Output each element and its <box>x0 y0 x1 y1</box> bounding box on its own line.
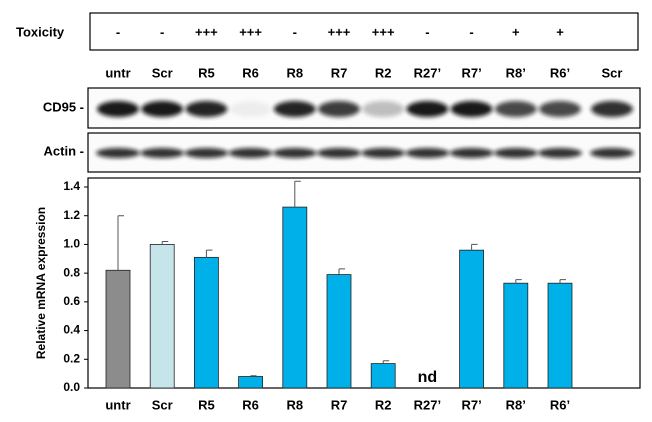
blot-row-label: Actin - <box>44 143 84 158</box>
lane-label: R8’ <box>506 65 526 80</box>
toxicity-label: Toxicity <box>16 24 65 39</box>
cd95-band <box>318 101 360 117</box>
toxicity-value: + <box>512 24 520 39</box>
toxicity-value: - <box>425 24 429 39</box>
x-tick-label: R7’ <box>461 397 481 412</box>
error-bar <box>471 243 478 251</box>
error-bar <box>117 215 124 271</box>
cd95-band <box>97 101 139 117</box>
toxicity-value: - <box>293 24 297 39</box>
toxicity-value: - <box>160 24 164 39</box>
bar <box>370 363 396 389</box>
actin-band <box>361 148 406 158</box>
error-bar <box>161 241 169 245</box>
actin-band <box>449 148 494 158</box>
x-tick-label: untr <box>105 397 130 412</box>
actin-band <box>317 148 361 158</box>
lane-label: Scr <box>602 65 623 80</box>
actin-band <box>228 148 273 158</box>
actin-band <box>590 148 634 158</box>
cd95-band <box>229 101 272 117</box>
y-axis-label: Relative mRNA expression <box>34 207 48 359</box>
lane-label: R7 <box>331 65 348 80</box>
cd95-band <box>450 101 493 117</box>
lane-label: R5 <box>198 65 215 80</box>
bar <box>238 376 264 389</box>
actin-band <box>493 148 538 158</box>
lane-label: R2 <box>375 65 392 80</box>
cd95-band <box>185 101 228 117</box>
plot-frame <box>87 177 641 389</box>
actin-band <box>184 148 229 158</box>
toxicity-value: - <box>469 24 473 39</box>
error-bar <box>338 268 345 275</box>
toxicity-value: - <box>116 24 120 39</box>
y-tick-label: 0.0 <box>63 380 80 394</box>
toxicity-value: +++ <box>195 24 218 39</box>
y-tick-label: 1.2 <box>63 208 80 222</box>
x-tick-label: R5 <box>198 397 215 412</box>
y-tick-label: 0.6 <box>63 294 80 308</box>
bar <box>326 274 352 389</box>
bar <box>149 244 175 389</box>
toxicity-value: + <box>556 24 564 39</box>
lane-label: R27’ <box>414 65 441 80</box>
actin-band <box>272 148 317 158</box>
lane-label: untr <box>105 65 130 80</box>
error-bar <box>382 360 390 364</box>
x-tick-label: R7 <box>331 397 348 412</box>
x-tick-label: Scr <box>152 397 173 412</box>
lane-label: R8 <box>286 65 303 80</box>
lane-label: R7’ <box>461 65 481 80</box>
y-tick-label: 0.4 <box>63 323 80 337</box>
x-tick-label: R2 <box>375 397 392 412</box>
x-tick-label: R6 <box>242 397 259 412</box>
actin-band <box>96 148 140 158</box>
lane-label: R6’ <box>550 65 570 80</box>
error-bar <box>515 279 522 284</box>
cd95-band <box>494 101 537 117</box>
x-tick-label: R8’ <box>506 397 526 412</box>
cd95-band <box>591 101 633 117</box>
actin-band <box>538 148 582 158</box>
y-tick-label: 0.2 <box>63 351 80 365</box>
bar <box>459 249 485 389</box>
lane-label: R6 <box>242 65 259 80</box>
error-bar <box>294 180 301 208</box>
toxicity-value: +++ <box>372 24 395 39</box>
bar <box>547 282 573 389</box>
actin-band <box>405 148 450 158</box>
bar <box>193 256 219 389</box>
toxicity-box <box>89 12 639 51</box>
cd95-band <box>362 101 405 117</box>
y-tick-label: 0.8 <box>63 265 80 279</box>
y-tick-label: 1.0 <box>63 237 80 251</box>
toxicity-value: +++ <box>239 24 262 39</box>
x-tick-label: R6’ <box>550 397 570 412</box>
error-bar <box>205 249 213 258</box>
y-tick-label: 1.4 <box>63 179 80 193</box>
bar <box>282 206 308 389</box>
toxicity-value: +++ <box>328 24 351 39</box>
bar <box>503 282 529 389</box>
bar <box>105 269 131 389</box>
blot-row-label: CD95 - <box>43 99 84 114</box>
error-bar <box>559 279 566 284</box>
cd95-band <box>141 101 184 117</box>
lane-label: Scr <box>152 65 173 80</box>
cd95-band <box>539 101 581 117</box>
cd95-band <box>273 101 316 117</box>
x-tick-label: R8 <box>286 397 303 412</box>
cd95-band <box>406 101 449 117</box>
error-bar <box>250 375 257 377</box>
actin-band <box>140 148 185 158</box>
annotation: nd <box>418 369 438 386</box>
x-tick-label: R27’ <box>414 397 441 412</box>
